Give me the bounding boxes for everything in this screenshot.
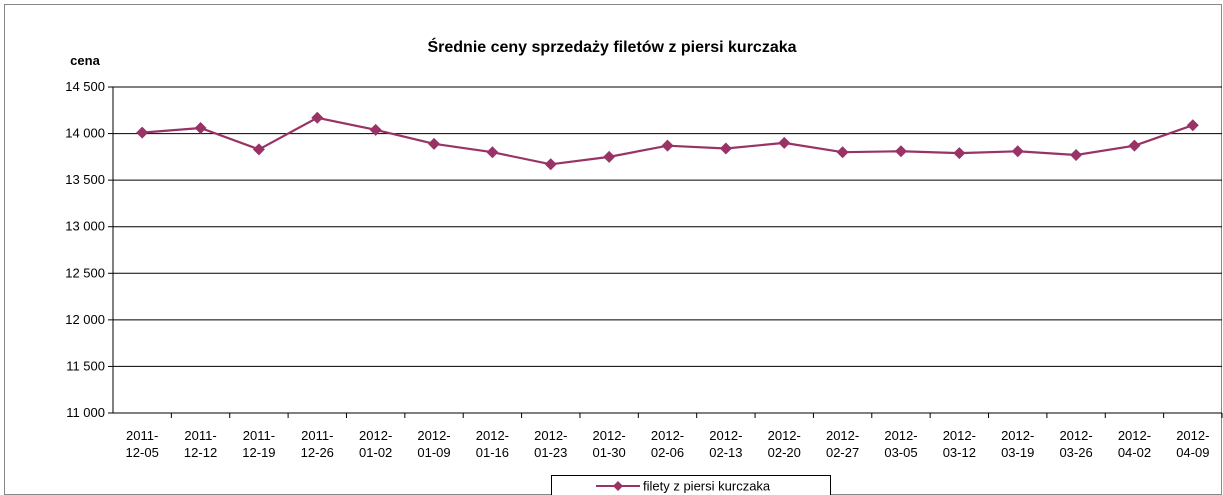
y-tick-label: 12 500 xyxy=(65,265,105,280)
x-tick-label: 2011-12-12 xyxy=(184,428,217,460)
data-point xyxy=(894,145,907,158)
legend-marker xyxy=(613,481,623,491)
data-point xyxy=(544,158,557,171)
data-point xyxy=(136,126,149,139)
y-tick-label: 14 500 xyxy=(65,79,105,94)
data-point xyxy=(603,150,616,163)
x-tick-label: 2012-02-20 xyxy=(768,428,801,460)
data-point xyxy=(661,139,674,152)
y-tick-label: 14 000 xyxy=(65,126,105,141)
x-tick-label: 2012-02-27 xyxy=(826,428,859,460)
x-tick-label: 2012-03-19 xyxy=(1001,428,1034,460)
y-tick-label: 13 000 xyxy=(65,219,105,234)
x-tick-label: 2012-03-26 xyxy=(1059,428,1092,460)
x-tick-label: 2012-01-09 xyxy=(417,428,450,460)
x-tick-label: 2012-01-30 xyxy=(593,428,626,460)
chart-title: Średnie ceny sprzedaży filetów z piersi … xyxy=(427,37,796,56)
legend: filety z piersi kurczaka xyxy=(551,475,831,495)
x-tick-label: 2011-12-26 xyxy=(301,428,334,460)
x-tick-label: 2012-04-02 xyxy=(1118,428,1151,460)
chart-border xyxy=(4,4,1222,495)
x-tick-label: 2012-03-05 xyxy=(884,428,917,460)
data-point xyxy=(1070,148,1083,161)
y-axis-label: cena xyxy=(70,53,100,68)
x-tick-label: 2012-02-13 xyxy=(709,428,742,460)
y-tick-label: 12 000 xyxy=(65,312,105,327)
legend-box xyxy=(551,475,831,495)
x-tick-label: 2011-12-05 xyxy=(126,428,159,460)
x-tick-label: 2012-02-06 xyxy=(651,428,684,460)
data-point xyxy=(369,123,382,136)
data-point xyxy=(486,146,499,159)
x-tick-label: 2012-01-02 xyxy=(359,428,392,460)
x-tick-label: 2012-03-12 xyxy=(943,428,976,460)
y-tick-label: 11 000 xyxy=(66,405,105,420)
x-tick-label: 2012-01-23 xyxy=(534,428,567,460)
y-tick-label: 11 500 xyxy=(66,358,105,373)
data-point xyxy=(1186,119,1199,132)
data-point xyxy=(836,146,849,159)
data-point xyxy=(428,137,441,150)
legend-label: filety z piersi kurczaka xyxy=(643,479,771,494)
data-point xyxy=(1128,139,1141,152)
x-tick-label: 2012-04-09 xyxy=(1176,428,1209,460)
data-point xyxy=(252,143,265,156)
x-tick-label: 2012-01-16 xyxy=(476,428,509,460)
data-point xyxy=(311,111,324,124)
data-point xyxy=(953,147,966,160)
data-point xyxy=(719,142,732,155)
data-point xyxy=(1011,145,1024,158)
x-tick-label: 2011-12-19 xyxy=(242,428,275,460)
data-point xyxy=(194,121,207,134)
data-point xyxy=(778,136,791,149)
y-tick-label: 13 500 xyxy=(65,172,105,187)
